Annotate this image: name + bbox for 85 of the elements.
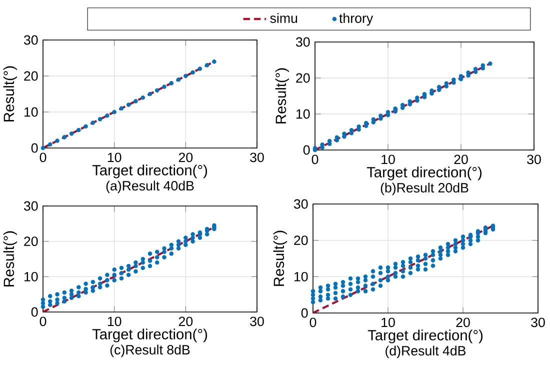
x-tick-label: 20 [178,152,193,162]
point [198,66,202,71]
y-tick-label: 0 [31,143,38,153]
x-tick-label: 10 [108,316,122,326]
y-tick-label: 10 [296,109,310,119]
point [386,110,390,114]
point [55,138,60,143]
y-tick-label: 20 [24,71,38,81]
point [349,128,354,132]
text: (d)Result 4dB [386,346,466,358]
x-tick-label: 0 [40,316,46,326]
y-tick-label: 0 [303,145,310,155]
point [140,95,146,100]
x-axis-title: Target direction(°) [92,328,208,342]
point [184,74,188,78]
y-tick-label: 10 [24,107,38,117]
x-tick-label: 10 [108,152,122,162]
point [69,131,74,136]
point [342,132,346,136]
x-tick-label: 20 [456,318,470,328]
point [40,146,46,150]
point [90,120,96,125]
text: (b)Result 20dB [380,182,468,196]
text: (c)Result 8dB [110,344,190,358]
y-tick-label: 0 [301,308,308,318]
point [190,70,195,75]
y-tick-label: 10 [294,272,308,282]
y-tick-label: 20 [296,73,310,83]
y-axis-title: Result(°) [3,231,17,286]
y-tick-label: 30 [294,199,308,209]
x-tick-label: 30 [527,154,541,164]
y-tick-label: 20 [294,236,308,246]
point [452,78,456,82]
x-tick-label: 30 [531,318,545,328]
x-tick-label: 0 [40,152,46,162]
y-axis-title: Result(°) [273,230,287,286]
y-tick-label: 10 [24,272,38,282]
legend-label: simu [270,13,298,23]
point [148,92,152,96]
point [112,110,116,114]
x-tick-label: 10 [382,318,395,328]
y-tick-label: 30 [24,35,38,45]
x-tick-label: 20 [178,316,193,326]
y-axis-title: Result(°) [3,66,17,122]
text: (a)Result 40dB [106,180,194,194]
point [415,96,420,100]
y-tick-label: 30 [296,37,310,47]
x-axis-title: Target direction(°) [368,330,483,344]
point [422,92,427,96]
x-tick-label: 10 [382,154,395,164]
x-tick-label: 0 [312,154,318,164]
y-tick-label: 20 [24,236,38,246]
point [134,99,138,104]
point [320,142,324,147]
point [76,128,81,132]
point [393,106,398,111]
point [176,77,181,82]
point [169,81,174,86]
legend-label: throry [339,13,374,26]
point [84,124,88,129]
point [98,117,102,122]
x-tick-label: 0 [310,318,316,328]
point [204,63,210,68]
y-tick-label: 30 [24,201,38,211]
point [48,142,52,147]
point [119,106,124,111]
point [105,113,110,118]
point [162,84,166,89]
point [430,88,434,93]
x-tick-label: 20 [454,154,468,164]
point [154,88,160,93]
point [126,102,131,107]
point [488,61,492,66]
x-tick-label: 30 [250,316,264,326]
x-axis-title: Target direction(°) [366,166,482,180]
y-tick-label: 0 [31,307,38,317]
point [378,114,383,118]
point [458,74,464,78]
x-axis-title: Target direction(°) [92,164,208,178]
x-tick-label: 30 [250,152,264,162]
point [212,59,216,64]
point [466,70,470,75]
point [356,124,361,129]
y-axis-title: Result(°) [275,68,289,124]
point [62,135,67,140]
